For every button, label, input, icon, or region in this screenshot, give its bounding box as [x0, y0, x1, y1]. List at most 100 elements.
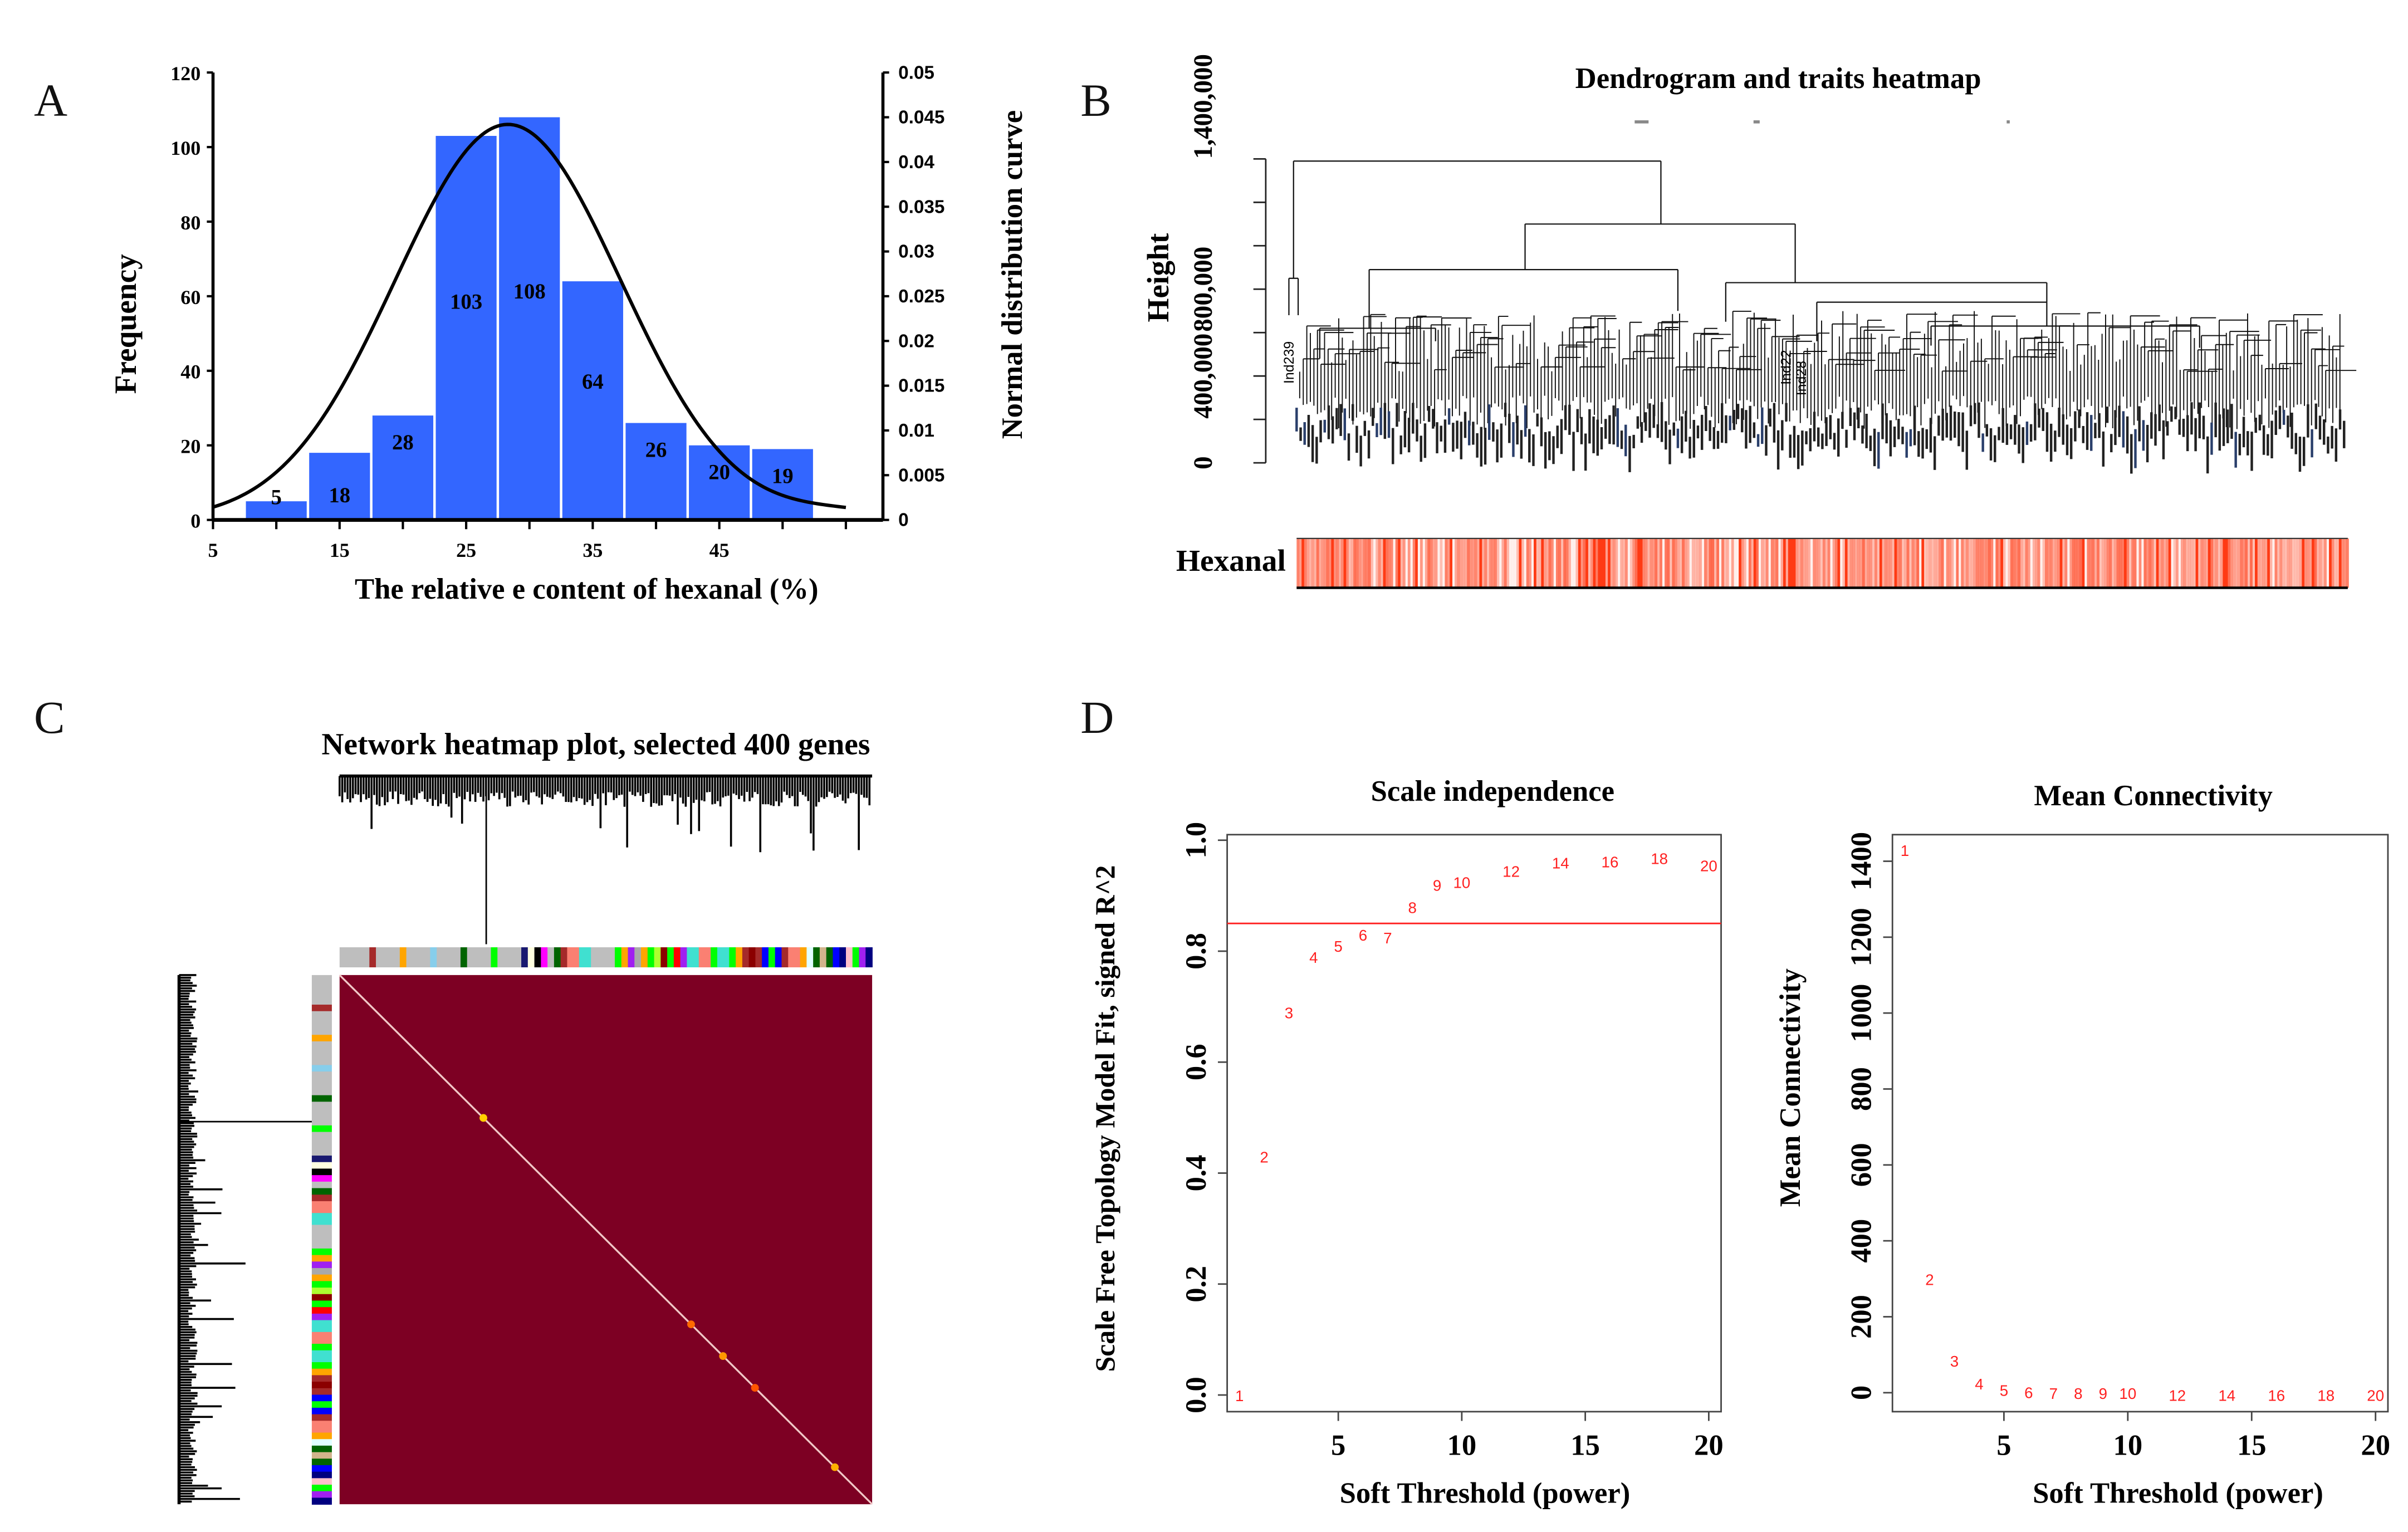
module-color-cell: [852, 947, 860, 968]
trait-cell: [1966, 538, 1969, 588]
trait-cell: [1961, 538, 1964, 588]
trait-cell: [1363, 538, 1366, 588]
trait-cell: [2025, 538, 2028, 588]
trait-cell: [1632, 538, 1636, 588]
trait-cell: [1714, 538, 1717, 588]
trait-cell: [1462, 538, 1465, 588]
trait-cell: [2020, 538, 2023, 588]
module-color-cell: [497, 947, 522, 968]
point-label: 6: [2024, 1384, 2033, 1402]
trait-cell: [1469, 538, 1472, 588]
y2-tick-label-a: 0.01: [898, 420, 934, 441]
module-color-cell: [311, 1375, 332, 1382]
trait-cell: [2102, 538, 2104, 588]
trait-cell: [2195, 538, 2199, 588]
trait-cell: [2307, 538, 2309, 588]
trait-cell: [1672, 538, 1675, 588]
trait-cell: [1622, 538, 1626, 588]
trait-cell: [1603, 538, 1606, 588]
trait-cell: [2336, 538, 2340, 588]
trait-cell: [1536, 538, 1539, 588]
point-label: 5: [2000, 1382, 2008, 1399]
trait-cell: [1669, 538, 1672, 588]
trait-cell: [1744, 538, 1746, 588]
trait-cell: [2346, 538, 2349, 588]
trait-cell: [2064, 538, 2068, 588]
trait-cell: [1929, 538, 1932, 588]
trait-cell: [1785, 538, 1789, 588]
trait-cell: [2030, 538, 2033, 588]
trait-cell: [2003, 538, 2006, 588]
module-color-cell: [311, 1181, 332, 1189]
leaf-label: Ind239: [1281, 341, 1297, 384]
trait-cell: [1435, 538, 1438, 588]
module-color-cell: [311, 1261, 332, 1269]
trait-cell: [2343, 538, 2347, 588]
trait-cell: [1442, 538, 1445, 588]
module-color-cell: [839, 947, 846, 968]
plot-frame: [1891, 834, 2389, 1413]
module-color-cell: [748, 947, 756, 968]
trait-cell: [1378, 538, 1381, 588]
trait-cell: [2220, 538, 2223, 588]
trait-cell: [2168, 538, 2171, 588]
point-label: 7: [1383, 929, 1392, 947]
trait-cell: [1395, 538, 1398, 588]
trait-cell: [2319, 538, 2322, 588]
module-color-cell: [311, 1095, 332, 1103]
bar-data-label: 5: [271, 486, 281, 510]
trait-cell: [2321, 538, 2324, 588]
module-color-cell: [768, 947, 776, 968]
y-tick-label-a: 120: [170, 62, 200, 85]
trait-cell: [2106, 538, 2110, 588]
trait-cell: [1568, 538, 1571, 588]
trait-cell: [1615, 538, 1618, 588]
trait-cell: [2215, 538, 2218, 588]
module-color-cell: [311, 1213, 332, 1226]
module-color-cell: [311, 1394, 332, 1402]
chart-title-b: Dendrogram and traits heatmap: [1575, 62, 1981, 95]
trait-cell: [2062, 538, 2065, 588]
trait-cell: [2223, 538, 2226, 588]
trait-cell: [1373, 538, 1376, 588]
trait-cell: [1667, 538, 1670, 588]
trait-cell: [1852, 538, 1855, 588]
trait-cell: [2082, 538, 2085, 588]
trait-cell: [1859, 538, 1863, 588]
x-tick-label: 15: [1570, 1429, 1600, 1461]
y2-tick-label-a: 0.025: [898, 286, 944, 307]
trait-cell: [1968, 538, 1971, 588]
module-color-cell: [311, 1102, 332, 1126]
trait-cell: [1336, 538, 1339, 588]
trait-cell: [1580, 538, 1584, 588]
y-axis-title-b: Height: [1141, 233, 1175, 322]
y2-tick-label-a: 0.035: [898, 197, 944, 217]
x-tick-label-a: 35: [583, 539, 603, 561]
module-color-cell: [711, 947, 718, 968]
point-label: 14: [2218, 1387, 2235, 1404]
x-tick-label: 10: [2113, 1429, 2143, 1461]
trait-cell: [1560, 538, 1564, 588]
trait-cell: [1711, 538, 1715, 588]
y-tick-label: 0.2: [1180, 1266, 1212, 1303]
trait-cell: [2141, 538, 2144, 588]
bar-data-label: 18: [329, 483, 350, 507]
trait-cell: [1842, 538, 1846, 588]
trait-cell: [1941, 538, 1944, 588]
trait-cell: [1822, 538, 1825, 588]
trait-cell: [1775, 538, 1779, 588]
module-color-cell: [311, 1294, 332, 1301]
trait-cell: [1729, 538, 1732, 588]
module-color-cell: [541, 947, 548, 968]
trait-cell: [2028, 538, 2030, 588]
trait-cell: [2252, 538, 2255, 588]
trait-cell: [1343, 538, 1347, 588]
trait-cell: [1299, 538, 1302, 588]
trait-cell: [1798, 538, 1801, 588]
trait-cell: [2324, 538, 2327, 588]
trait-cell: [1818, 538, 1820, 588]
module-color-cell: [311, 1421, 332, 1433]
trait-cell: [1610, 538, 1613, 588]
trait-cell: [1770, 538, 1774, 588]
